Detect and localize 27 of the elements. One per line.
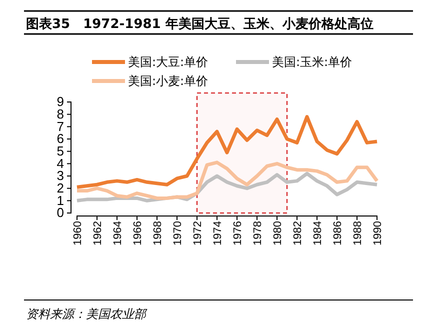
x-tick-label: 1990 [372,221,384,246]
line-series [75,115,379,189]
x-tick-label: 1980 [272,221,284,246]
x-tick-label: 1966 [132,221,144,246]
x-tick-label: 1988 [352,221,364,246]
text: 资料来源：美国农业部 [26,307,148,321]
x-tick-label: 1982 [292,221,304,246]
x-tick-label: 1968 [152,221,164,246]
x-tick-label: 1962 [92,221,104,246]
x-tick-label: 1972 [192,221,204,246]
y-tick-label: 0 [56,205,64,220]
legend-label: 美国:玉米:单价 [272,55,352,69]
x-tick-label: 1986 [332,221,344,246]
y-tick-label: 4 [56,156,64,171]
x-tick-label: 1970 [172,221,184,246]
x-tick-label: 1974 [212,221,224,246]
y-tick-label: 1 [56,192,64,208]
x-tick-label: 1976 [232,221,244,246]
x-tick-label: 1960 [72,221,84,246]
legend-label: 美国:大豆:单价 [128,55,208,69]
legend-label: 美国:小麦:单价 [128,74,208,88]
y-tick-label: 7 [56,118,64,134]
x-tick-label: 1984 [312,221,324,246]
x-tick-label: 1978 [252,221,264,246]
line-series [75,160,379,200]
chart-title: 图表35 1972-1981 年美国大豆、玉米、小麦价格处高位 [26,16,374,32]
x-tick-label: 1964 [112,221,124,246]
